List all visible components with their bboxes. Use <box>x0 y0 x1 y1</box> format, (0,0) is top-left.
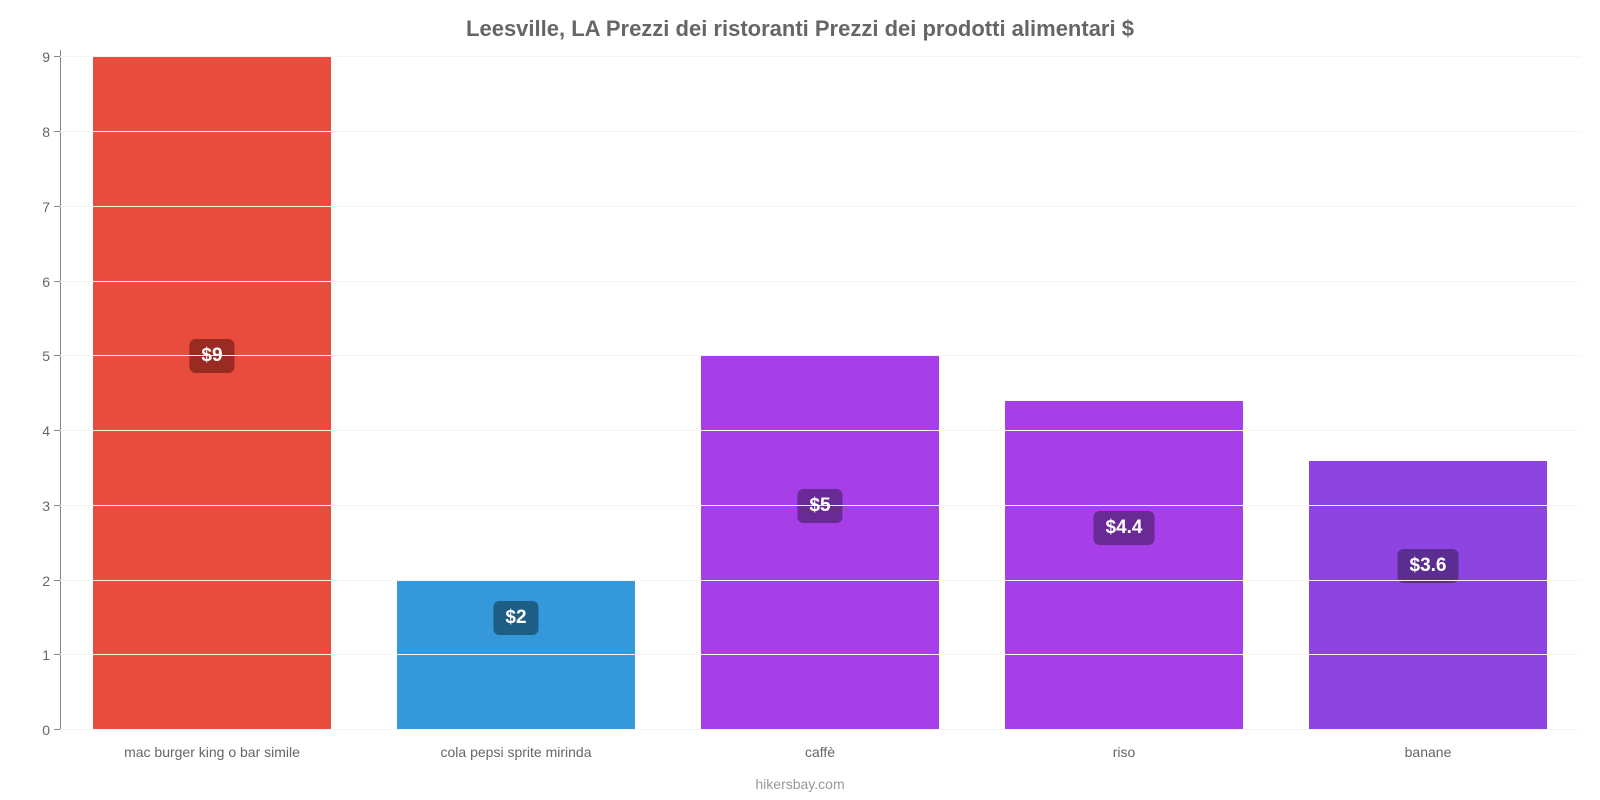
y-tick-label: 1 <box>42 647 60 663</box>
grid-line <box>60 281 1580 282</box>
x-tick-label: cola pepsi sprite mirinda <box>441 744 592 760</box>
grid-line <box>60 56 1580 57</box>
x-tick-label: mac burger king o bar simile <box>124 744 300 760</box>
bar <box>93 57 330 730</box>
y-tick-label: 9 <box>42 49 60 65</box>
bar-value-label: $2 <box>493 601 538 635</box>
y-tick-label: 7 <box>42 199 60 215</box>
grid-line <box>60 580 1580 581</box>
y-tick-label: 5 <box>42 348 60 364</box>
grid-line <box>60 131 1580 132</box>
bar-chart: Leesville, LA Prezzi dei ristoranti Prez… <box>0 0 1600 800</box>
x-tick-label: riso <box>1113 744 1136 760</box>
chart-credit: hikersbay.com <box>0 776 1600 792</box>
bar <box>1309 461 1546 730</box>
bar-value-label: $9 <box>189 339 234 373</box>
y-tick-label: 3 <box>42 498 60 514</box>
plot-area: $9$2$5$4.4$3.6 0123456789 <box>60 50 1580 730</box>
chart-title: Leesville, LA Prezzi dei ristoranti Prez… <box>20 16 1580 42</box>
y-tick-label: 6 <box>42 274 60 290</box>
x-labels-container: mac burger king o bar simile cola pepsi s… <box>60 744 1580 764</box>
grid-line <box>60 206 1580 207</box>
bars-container: $9 $2 $5 $4.4 $3.6 <box>60 50 1580 730</box>
bar-value-label: $3.6 <box>1398 549 1459 583</box>
grid-line <box>60 355 1580 356</box>
grid-line <box>60 505 1580 506</box>
bar-value-label: $5 <box>797 489 842 523</box>
grid-line <box>60 729 1580 730</box>
bar <box>701 356 938 730</box>
x-tick-label: banane <box>1405 744 1452 760</box>
grid-line <box>60 654 1580 655</box>
bar <box>1005 401 1242 730</box>
y-tick-label: 4 <box>42 423 60 439</box>
grid-line <box>60 430 1580 431</box>
bar-value-label: $4.4 <box>1094 511 1155 545</box>
y-tick-label: 2 <box>42 573 60 589</box>
x-tick-label: caffè <box>805 744 835 760</box>
y-tick-label: 8 <box>42 124 60 140</box>
y-tick-label: 0 <box>42 722 60 738</box>
